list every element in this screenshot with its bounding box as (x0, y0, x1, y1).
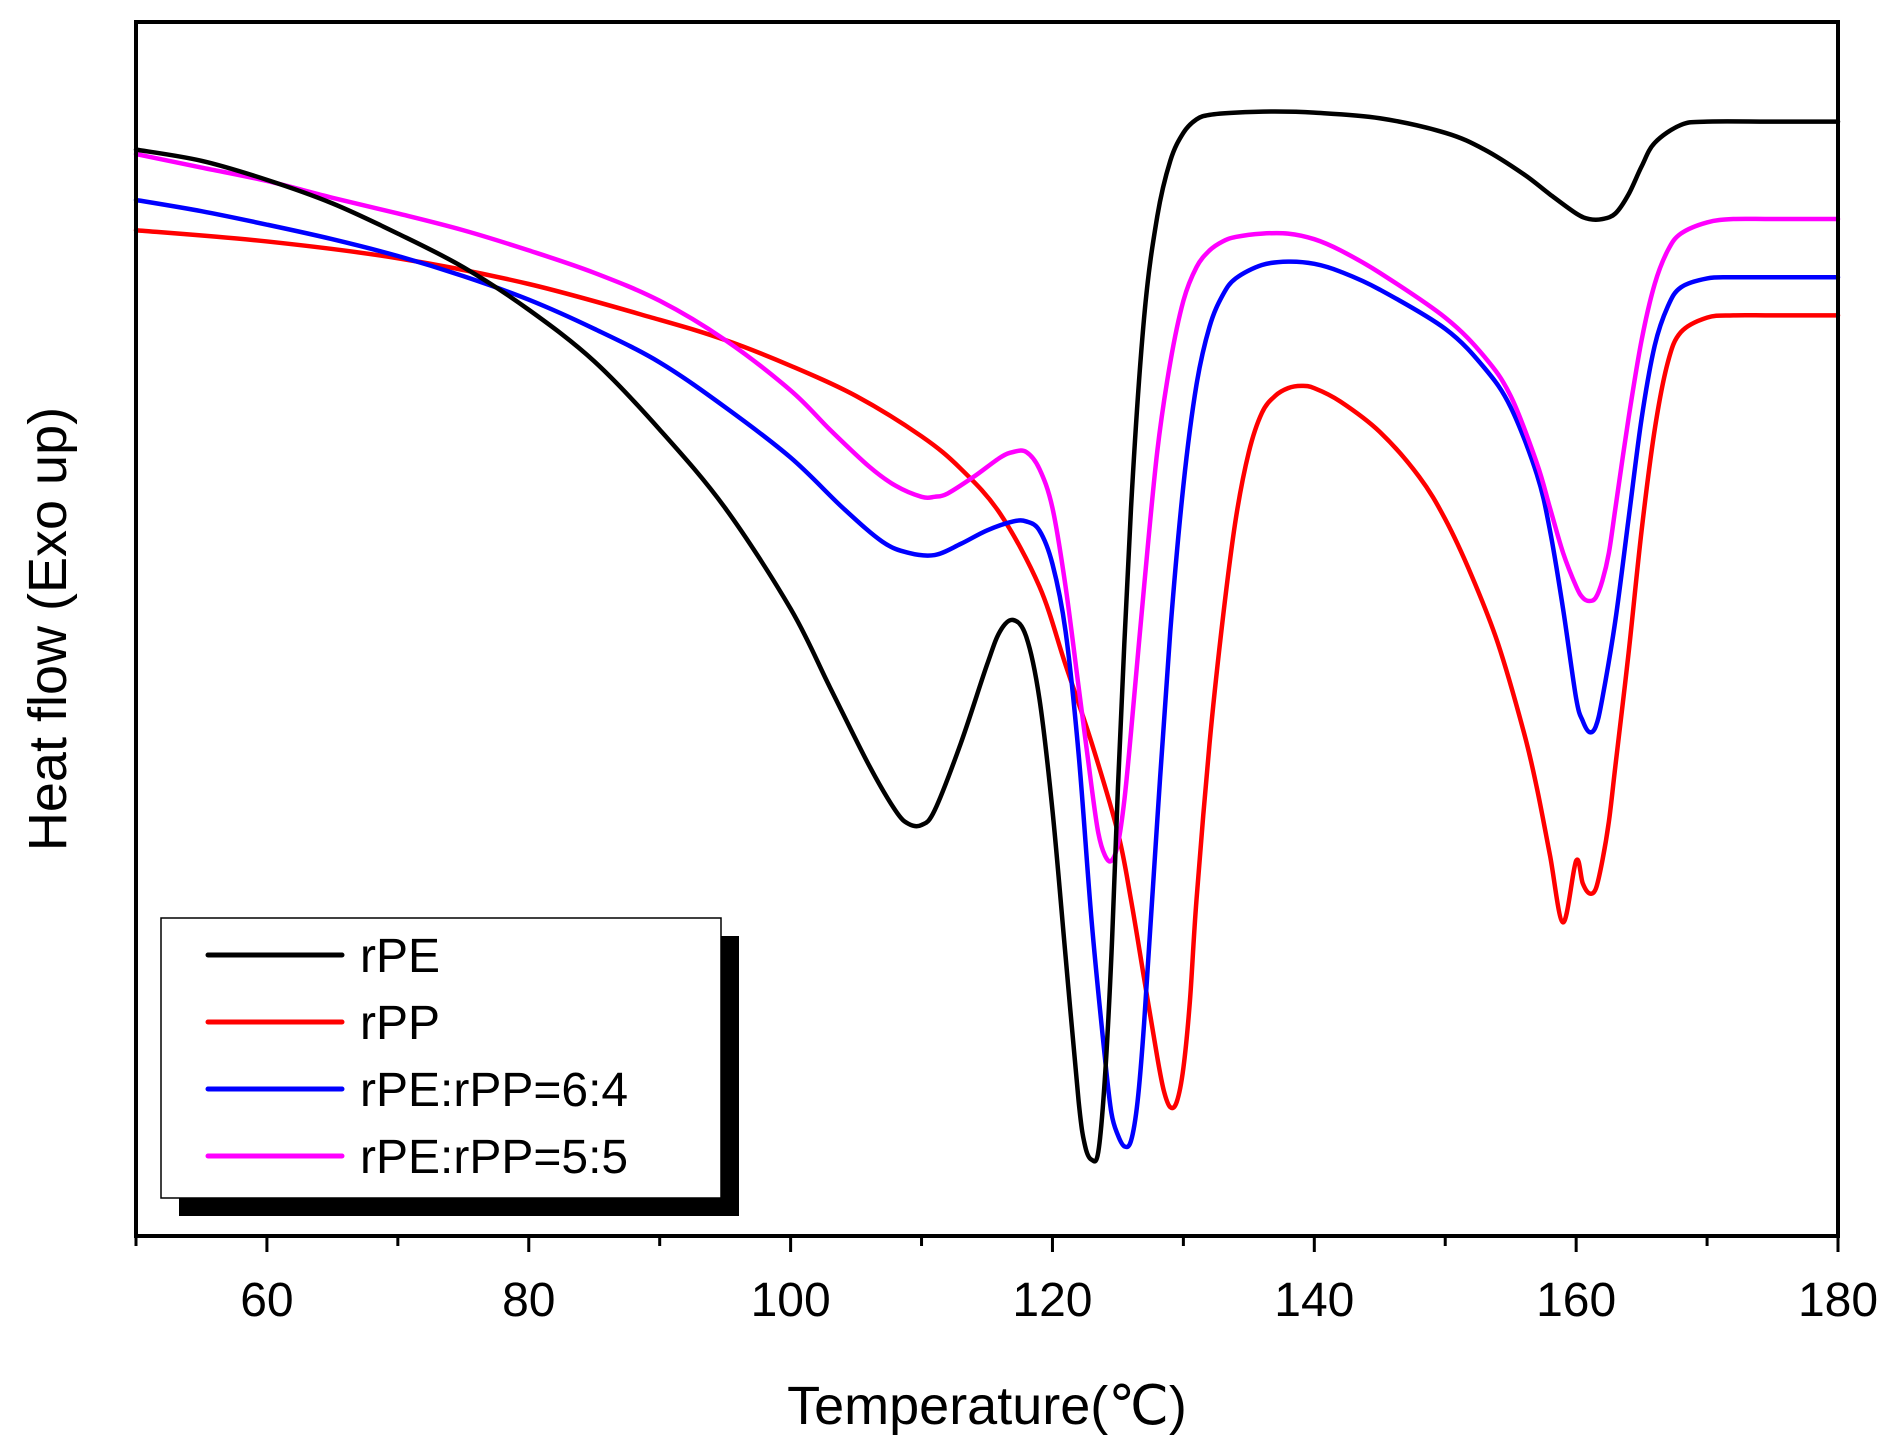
series-line-rpe (133, 109, 1841, 1164)
series-line-rpe-rpp-5-5 (133, 151, 1841, 864)
y-axis-title: Heat flow (Exo up) (18, 407, 78, 851)
legend-items: rPE rPP rPE:rPP=6:4 rPE:rPP=5:5 (205, 930, 628, 1184)
x-tick-label: 60 (240, 1274, 293, 1327)
x-tick-label: 100 (751, 1274, 831, 1327)
x-axis-title: Temperature(℃) (787, 1376, 1187, 1436)
legend-box (160, 917, 722, 1199)
legend-label-rpe-rpp-5-5: rPE:rPP=5:5 (360, 1131, 628, 1184)
x-tick-label: 180 (1798, 1274, 1878, 1327)
x-tick-label: 120 (1012, 1274, 1092, 1327)
series-line-rpp (133, 227, 1841, 1111)
x-axis-tick-labels: 60 80 100 120 140 160 180 (240, 1274, 1878, 1327)
x-tick-label: 80 (502, 1274, 555, 1327)
legend-label-rpe: rPE (360, 930, 440, 983)
x-tick-label: 160 (1536, 1274, 1616, 1327)
series-line-rpe-rpp-6-4 (133, 197, 1841, 1150)
x-tick-label: 140 (1274, 1274, 1354, 1327)
legend-label-rpp: rPP (360, 997, 440, 1050)
series-layer (133, 109, 1841, 1164)
legend: rPE rPP rPE:rPP=6:4 rPE:rPP=5:5 (160, 917, 739, 1216)
legend-label-rpe-rpp-6-4: rPE:rPP=6:4 (360, 1064, 628, 1117)
plot-frame (134, 20, 1840, 1238)
